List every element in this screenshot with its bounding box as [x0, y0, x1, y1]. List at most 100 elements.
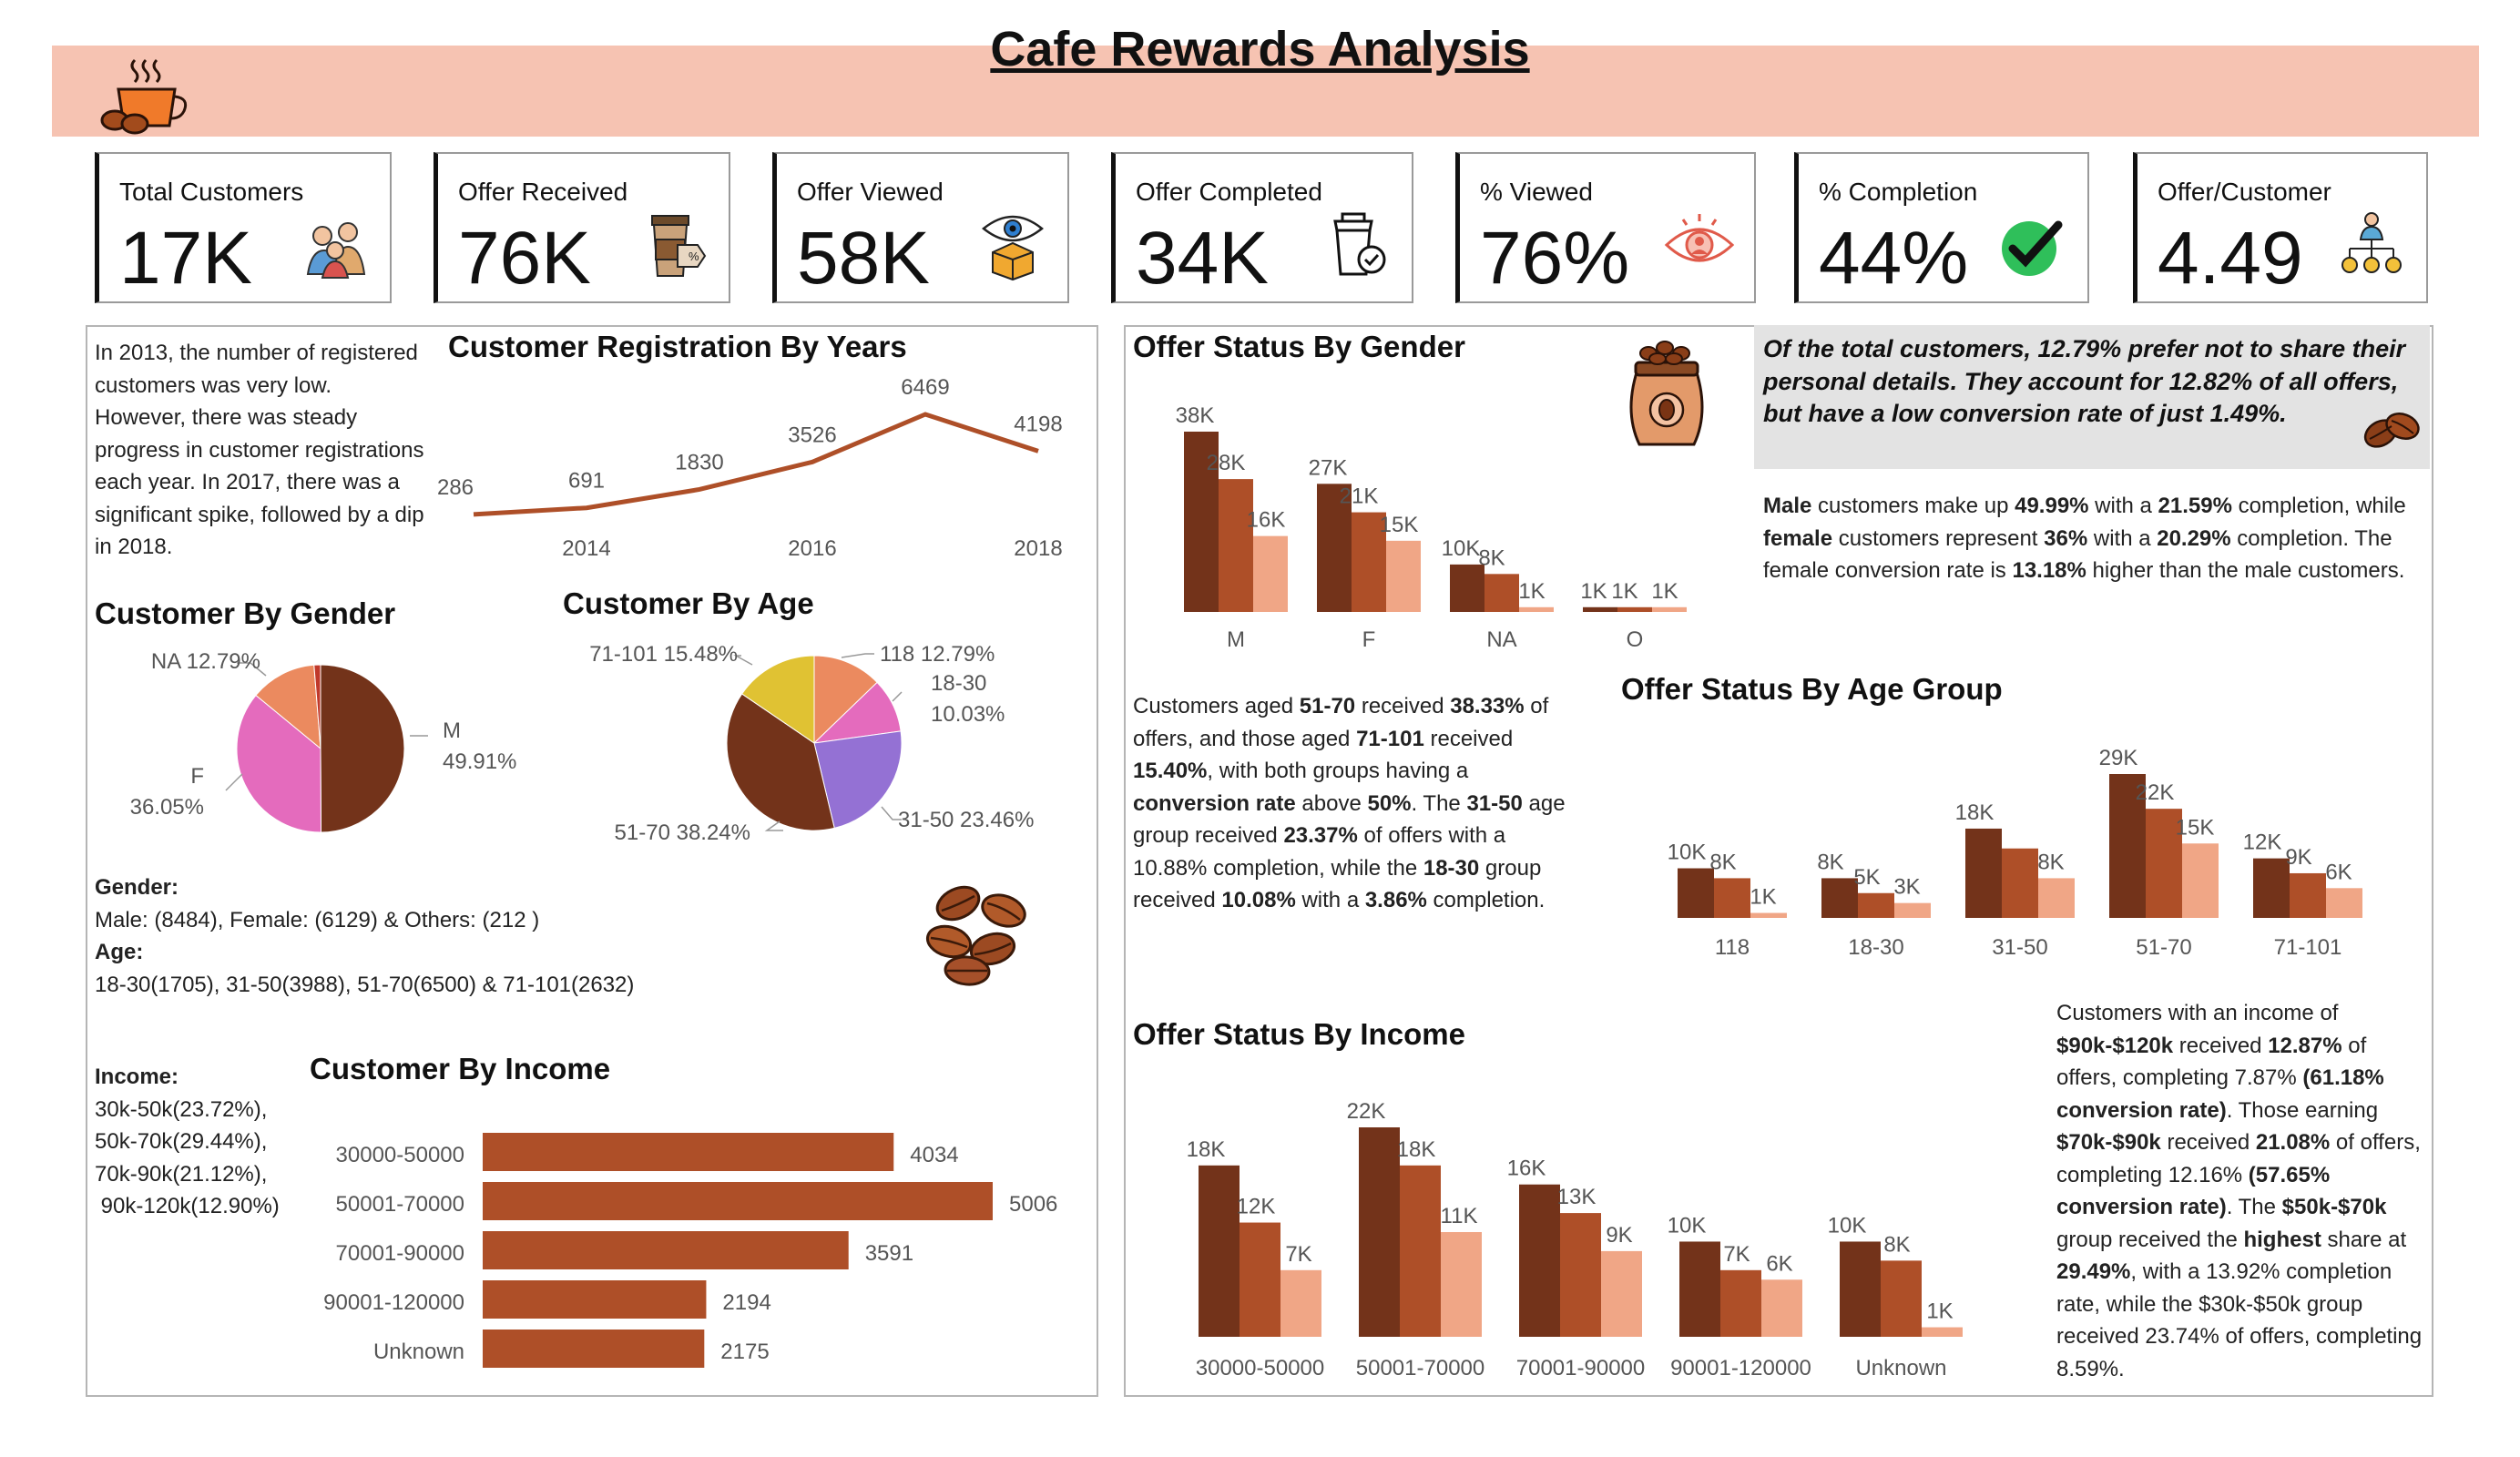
bar-data-label: 28K [1207, 451, 1246, 475]
bar-category-label: NA [1486, 627, 1516, 652]
status-gender-title: Offer Status By Gender [1133, 330, 1465, 363]
bar-category-label: O [1627, 627, 1644, 652]
gender-counts: Male: (8484), Female: (6129) & Others: (… [95, 907, 540, 932]
income-category-label: 70001-90000 [336, 1241, 464, 1266]
pie-slice-label: NA 12.79% [151, 649, 260, 674]
bar-category-label: 51-70 [2136, 935, 2191, 960]
kpi-label: Offer/Customer [2158, 178, 2331, 206]
people-icon [306, 222, 366, 279]
pie-slice-label: M [443, 718, 461, 743]
income-bar [483, 1231, 849, 1269]
bar-series-2 [1720, 1269, 1761, 1337]
kpi-label: Offer Received [458, 178, 628, 206]
eye-icon [1664, 214, 1735, 262]
pie-slice-51-70 [726, 693, 835, 831]
status-income-bar-chart: 18K 12K 7K 30000-50000 22K 18K 11K 50001-70000 1… [1187, 1099, 1963, 1381]
pie-slice-31-50 [813, 730, 903, 829]
bar-data-label: 5K [1853, 865, 1880, 890]
bar-series-3 [2326, 888, 2362, 918]
pie-slice-label: 31-50 23.46% [898, 808, 1034, 832]
income-line: 50k-70k(29.44%), [95, 1129, 268, 1154]
bar-data-label: 10K [1828, 1213, 1867, 1238]
income-line: 90k-120k(12.90%) [95, 1194, 280, 1218]
pie-leader-line [225, 773, 243, 791]
kpi-offer-per-customer: Offer/Customer 4.49 [2133, 152, 2428, 303]
insight-callout [1754, 325, 2430, 469]
registration-data-label: 3526 [788, 423, 836, 447]
bar-data-label: 8K [2037, 850, 2064, 874]
registration-note: In 2013, the number of registered custom… [95, 341, 424, 559]
pie-slice-label: 71-101 15.48% [589, 642, 738, 667]
kpi-value: 4.49 [2158, 217, 2303, 300]
bar-series-3 [1386, 540, 1421, 612]
bar-series-3 [1441, 1232, 1482, 1337]
bar-data-label: 1K [1611, 579, 1637, 604]
kpi-offer-viewed: Offer Viewed 58K [772, 152, 1069, 303]
bar-series-1 [1965, 828, 2002, 918]
bar-series-2 [1560, 1213, 1601, 1337]
bar-data-label: 1K [1651, 579, 1678, 604]
bar-data-label: 22K [2136, 780, 2175, 805]
svg-text:%: % [689, 250, 699, 263]
bar-series-3 [2182, 843, 2219, 918]
income-category-label: 90001-120000 [323, 1290, 464, 1315]
pie-slice-71-101 [740, 655, 815, 744]
bar-data-label: 38K [1176, 403, 1215, 428]
kpi-value: 44% [1819, 217, 1969, 300]
pie-slice-label: 18-30 [931, 671, 986, 696]
age-counts: 18-30(1705), 31-50(3988), 51-70(6500) & … [95, 972, 635, 997]
bar-series-2 [1352, 512, 1386, 612]
income-bar [483, 1280, 707, 1319]
bar-series-1 [1359, 1127, 1400, 1337]
kpi-value: 34K [1136, 217, 1269, 300]
bar-data-label: 18K [1955, 800, 1995, 825]
income-value-label: 4034 [910, 1143, 958, 1167]
pie-slice-118 [813, 655, 878, 745]
bar-series-2 [1714, 878, 1750, 918]
bar-series-1 [1821, 878, 1858, 918]
page-title: Cafe Rewards Analysis [990, 22, 1530, 76]
bar-series-1 [1519, 1184, 1560, 1337]
pie-leader-line [764, 820, 783, 831]
coffee-cup-tag-icon: % [651, 215, 707, 277]
coffee-logo-icon [100, 58, 188, 135]
bar-data-label: 15K [2176, 815, 2215, 840]
customer-panel [86, 325, 1098, 1397]
bar-series-1 [1678, 868, 1714, 918]
income-text: Income: 30k-50k(23.72%), 50k-70k(29.44%)… [95, 1061, 313, 1223]
bar-data-label: 10K [1668, 841, 1707, 865]
income-value-label: 3591 [865, 1241, 913, 1266]
bar-data-label: 3K [1893, 875, 1920, 900]
income-chart-title: Customer By Income [310, 1052, 611, 1085]
kpi-value: 76K [458, 217, 591, 300]
pie-slice-label: 51-70 38.24% [615, 820, 750, 845]
bar-series-1 [1199, 1165, 1240, 1337]
bar-series-3 [1761, 1279, 1802, 1337]
bar-series-2 [2146, 809, 2182, 918]
bar-data-label: 12K [1237, 1195, 1276, 1219]
bar-series-1 [1184, 432, 1219, 612]
bar-data-label: 29K [2099, 746, 2138, 770]
bar-category-label: 118 [1715, 935, 1750, 960]
pie-slice-o [313, 664, 321, 749]
kpi-label: % Viewed [1480, 178, 1594, 206]
pie-slice-label: F [190, 764, 204, 789]
kpi-label: % Completion [1819, 178, 1978, 206]
income-category-label: 30000-50000 [336, 1143, 464, 1167]
pie-slice-label: 10.03% [931, 702, 1005, 727]
kpi-value: 17K [119, 217, 252, 300]
bar-category-label: Unknown [1855, 1356, 1946, 1381]
pie-slice-na [255, 664, 321, 750]
bar-series-3 [1652, 606, 1687, 612]
bar-series-3 [2038, 878, 2075, 918]
kpi-label: Offer Viewed [797, 178, 944, 206]
registration-data-label: 1830 [675, 450, 723, 474]
age-insight: Customers aged 51-70 received 38.33% of … [1133, 694, 1566, 912]
bar-data-label: 7K [1285, 1242, 1311, 1267]
age-heading: Age: [95, 940, 144, 964]
bar-category-label: 30000-50000 [1196, 1356, 1324, 1381]
kpi-pct-viewed: % Viewed 76% [1455, 152, 1756, 303]
kpi-value: 58K [797, 217, 930, 300]
pie-leader-line [733, 655, 753, 666]
income-category-label: 50001-70000 [336, 1192, 464, 1217]
